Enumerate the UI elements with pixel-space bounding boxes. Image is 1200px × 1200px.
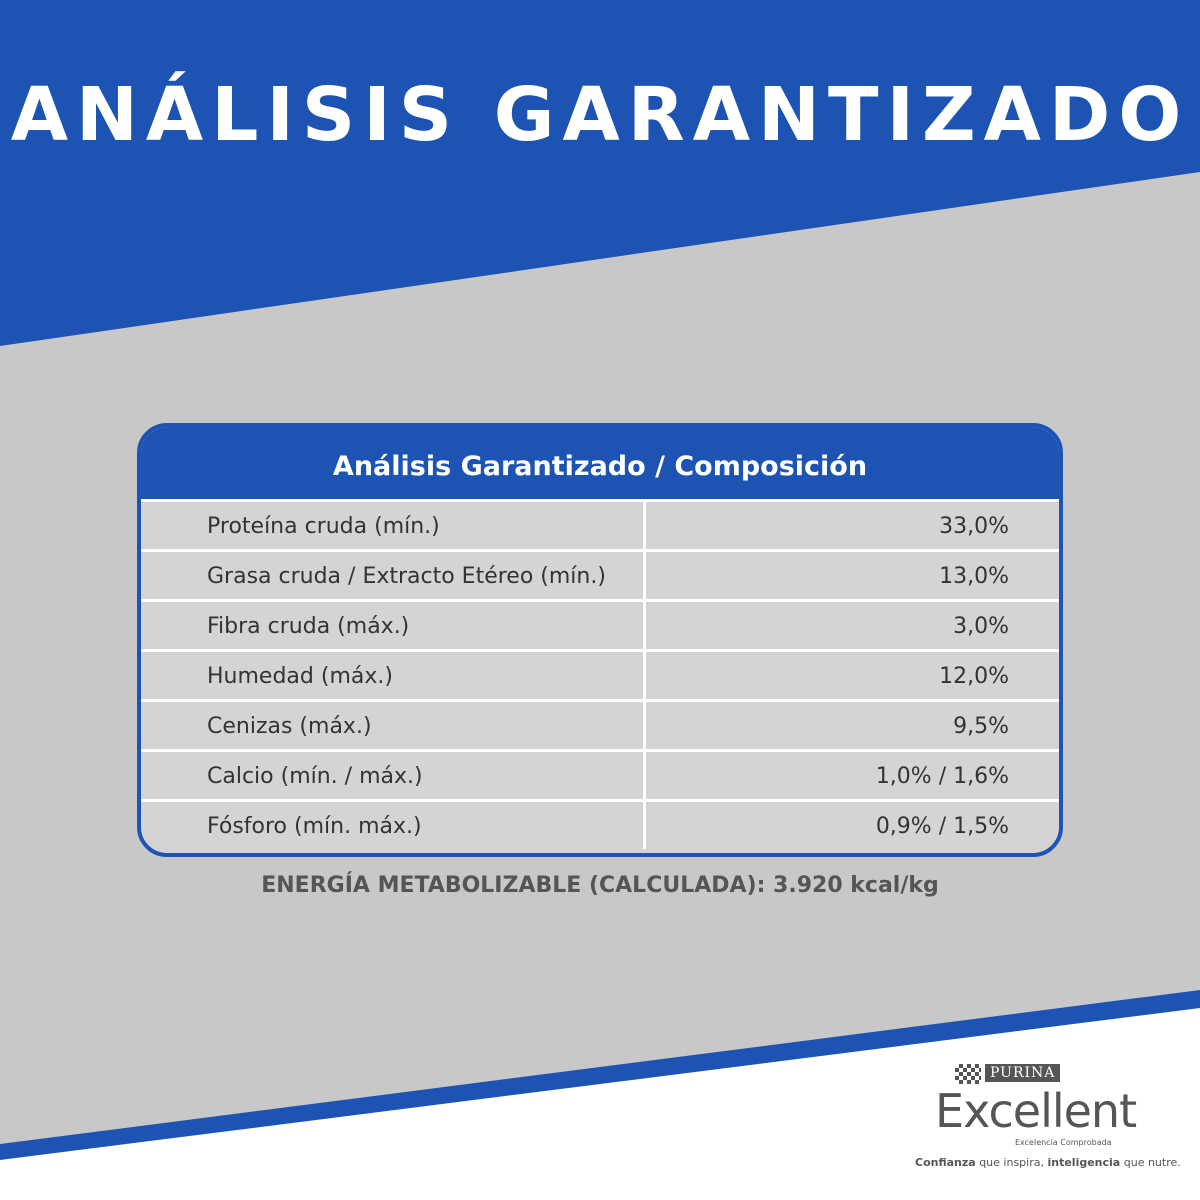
table-row: Fósforo (mín. máx.) 0,9% / 1,5% xyxy=(141,799,1059,849)
blue-band-top xyxy=(0,0,1200,346)
table-row: Calcio (mín. / máx.) 1,0% / 1,6% xyxy=(141,749,1059,799)
table-row: Grasa cruda / Extracto Etéreo (mín.) 13,0… xyxy=(141,549,1059,599)
row-label: Humedad (máx.) xyxy=(141,652,646,699)
row-label: Calcio (mín. / máx.) xyxy=(141,752,646,799)
tagline: Confianza que inspira, inteligencia que … xyxy=(915,1156,1181,1169)
row-label: Fibra cruda (máx.) xyxy=(141,602,646,649)
white-corner xyxy=(0,1008,1200,1200)
title: ANÁLISIS GARANTIZADO xyxy=(10,72,1190,158)
tagline-text: que inspira, xyxy=(979,1156,1044,1169)
row-value: 9,5% xyxy=(953,714,1009,739)
table-row: Humedad (máx.) 12,0% xyxy=(141,649,1059,699)
row-value: 0,9% / 1,5% xyxy=(875,814,1009,839)
table-row: Fibra cruda (máx.) 3,0% xyxy=(141,599,1059,649)
maker-logo: PURINA xyxy=(985,1064,1061,1082)
brand-slogan: Excelencia Comprobada xyxy=(1015,1138,1112,1147)
brand-name: Excellent xyxy=(935,1084,1137,1138)
row-value: 12,0% xyxy=(939,664,1009,689)
table-header: Análisis Garantizado / Composición xyxy=(141,427,1059,499)
table-row: Cenizas (máx.) 9,5% xyxy=(141,699,1059,749)
table-row: Proteína cruda (mín.) 33,0% xyxy=(141,499,1059,549)
row-label: Fósforo (mín. máx.) xyxy=(141,802,646,849)
tagline-text: que nutre. xyxy=(1123,1156,1181,1169)
row-label: Grasa cruda / Extracto Etéreo (mín.) xyxy=(141,552,646,599)
energy-note: ENERGÍA METABOLIZABLE (CALCULADA): 3.920… xyxy=(261,873,939,898)
row-value: 33,0% xyxy=(939,514,1009,539)
checkerboard-logo xyxy=(955,1064,981,1084)
row-label: Proteína cruda (mín.) xyxy=(141,502,646,549)
row-value: 3,0% xyxy=(953,614,1009,639)
analysis-table: Análisis Garantizado / Composición Prote… xyxy=(137,423,1063,857)
tagline-bold: Confianza xyxy=(915,1156,976,1169)
tagline-bold: inteligencia xyxy=(1047,1156,1121,1169)
row-value: 13,0% xyxy=(939,564,1009,589)
row-value: 1,0% / 1,6% xyxy=(875,764,1009,789)
row-label: Cenizas (máx.) xyxy=(141,702,646,749)
